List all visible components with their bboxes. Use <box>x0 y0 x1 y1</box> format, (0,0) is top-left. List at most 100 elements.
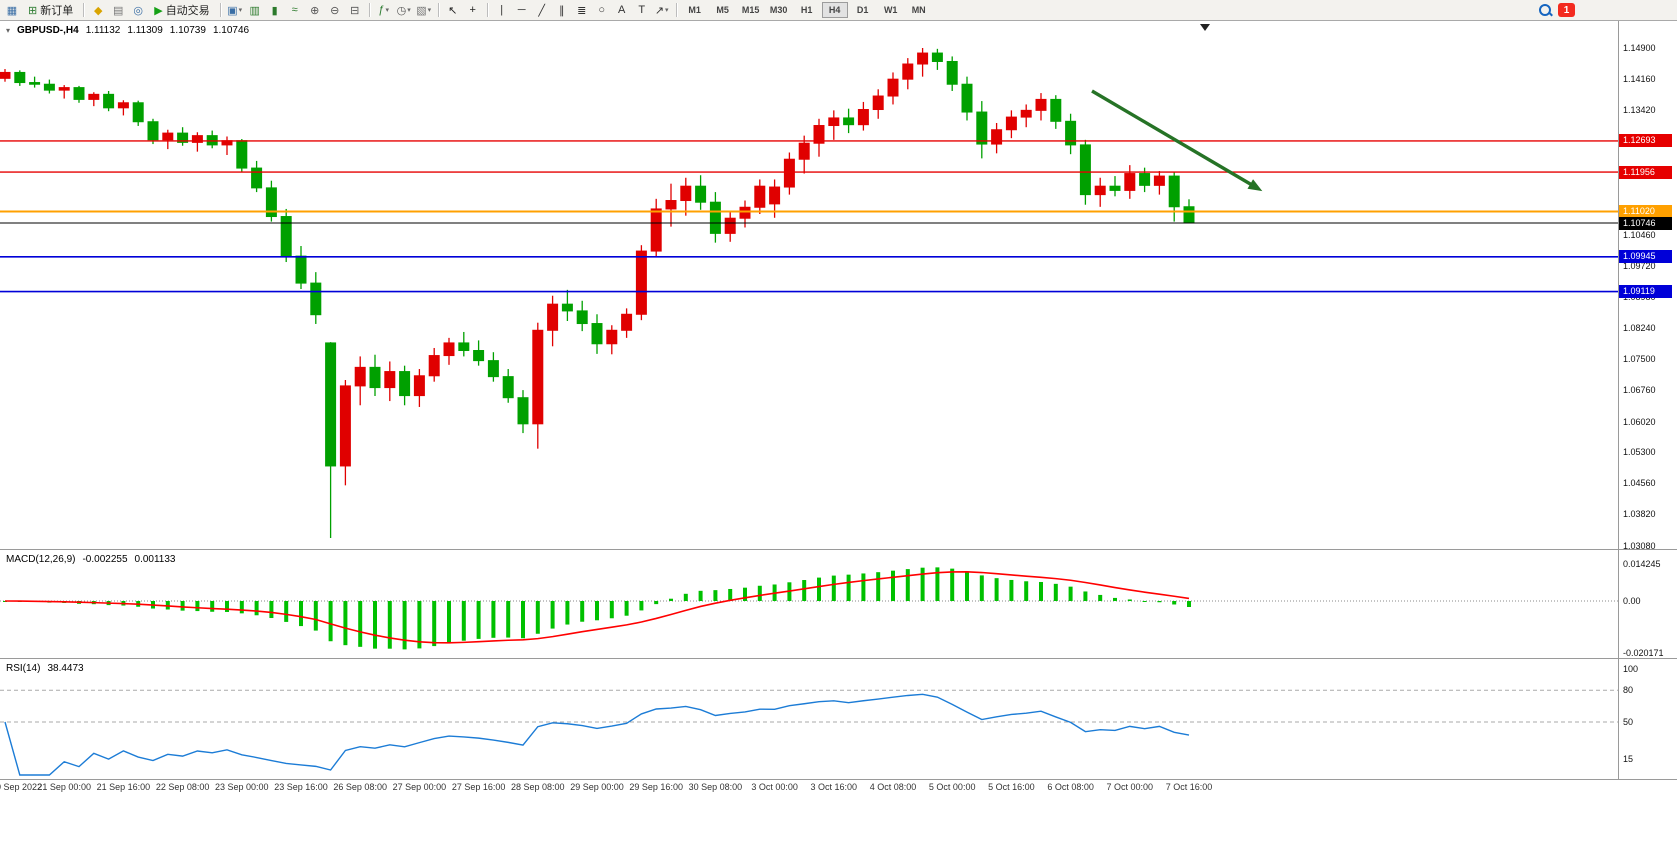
macd-histogram-bar <box>476 601 481 639</box>
panel-divider[interactable] <box>0 658 1677 659</box>
channel-icon[interactable]: ∥ <box>558 4 565 17</box>
candle <box>680 177 692 216</box>
price-tick: 1.06760 <box>1623 385 1656 396</box>
panel-divider[interactable] <box>0 779 1677 780</box>
horizontal-line-icon[interactable]: ─ <box>517 4 526 16</box>
vertical-line-icon[interactable]: | <box>500 4 504 16</box>
macd-histogram-bar <box>521 601 525 639</box>
shapes-icon[interactable]: ○ <box>598 4 606 16</box>
candle <box>413 369 425 407</box>
timeframe-button-h4[interactable]: H4 <box>821 2 848 18</box>
candle <box>191 132 203 152</box>
macd-histogram-bar <box>373 601 377 649</box>
templates-icon[interactable]: ▧ ▾ <box>416 4 432 17</box>
cursor-icon[interactable]: ↖ <box>448 4 458 17</box>
candle <box>251 160 263 193</box>
candle <box>813 118 825 157</box>
macd-panel[interactable]: 0.014245 0.00 -0.020171 MACD(12,26,9) -0.0… <box>0 550 1677 658</box>
timeframe-button-d1[interactable]: D1 <box>856 5 869 15</box>
candle <box>709 192 721 243</box>
macd-histogram-bar <box>846 574 851 601</box>
rsi-panel[interactable]: 100 80 50 15 RSI(14) 38.4473 <box>0 659 1677 779</box>
search-icon[interactable] <box>1538 3 1552 17</box>
panel-divider[interactable] <box>0 549 1677 550</box>
toolbar-separator <box>675 3 677 17</box>
market-watch-icon[interactable]: ▤ <box>113 4 124 17</box>
rsi-chart[interactable] <box>0 659 1618 779</box>
zoom-in-icon[interactable]: ⊕ <box>310 4 320 17</box>
price-tick: 1.08240 <box>1623 323 1656 334</box>
timeframe-button-h1[interactable]: H1 <box>800 5 813 15</box>
fibonacci-icon[interactable]: ≣ <box>577 4 587 17</box>
new-chart-icon[interactable]: ▣ ▾ <box>227 4 243 17</box>
macd-histogram-bar <box>698 590 703 601</box>
crosshair-icon[interactable]: + <box>469 4 476 16</box>
timeframe-button-m5[interactable]: M5 <box>716 5 729 15</box>
candle <box>399 365 411 406</box>
quote-low: 1.10739 <box>169 25 206 36</box>
macd-histogram-bar <box>1083 591 1088 601</box>
toolbar-separator <box>486 3 488 17</box>
candle <box>103 90 115 112</box>
macd-title: MACD(12,26,9) -0.002255 0.001133 <box>6 554 175 565</box>
macd-histogram-bar <box>387 601 392 649</box>
tile-windows-icon[interactable]: ⊟ <box>350 4 360 17</box>
candle <box>917 48 929 77</box>
profiles-icon[interactable]: ◆ <box>93 4 103 17</box>
new-order-button-label: 新订单 <box>40 5 74 17</box>
navigator-icon[interactable]: ◎ <box>133 4 144 17</box>
macd-histogram-bar <box>891 570 895 601</box>
macd-chart[interactable] <box>0 550 1618 658</box>
label-icon[interactable]: T <box>638 4 646 16</box>
macd-histogram-bar <box>358 601 363 647</box>
candle <box>1153 171 1165 195</box>
line-chart-icon[interactable]: ≈ <box>291 4 298 16</box>
trendline-icon[interactable]: ╱ <box>538 4 545 17</box>
macd-histogram-bar <box>491 601 496 638</box>
price-tick: 1.06020 <box>1623 416 1656 427</box>
bar-chart-icon[interactable]: ▥ <box>249 4 260 17</box>
candle <box>236 139 248 173</box>
rsi-label: RSI(14) <box>6 663 41 674</box>
price-tick: 1.07500 <box>1623 354 1656 365</box>
timeframe-button-mn[interactable]: MN <box>911 5 926 15</box>
candle <box>650 198 662 257</box>
downtrend-arrow[interactable] <box>1091 89 1253 187</box>
new-order-button[interactable]: ⊞ 新订单 <box>23 2 78 19</box>
macd-histogram-bar <box>254 601 259 616</box>
macd-histogram-bar <box>713 590 718 601</box>
notification-badge[interactable]: 1 <box>1558 3 1575 17</box>
chart-shift-marker[interactable] <box>1200 24 1210 31</box>
macd-histogram-bar <box>1024 581 1029 601</box>
time-label: 23 Sep 16:00 <box>274 782 328 792</box>
macd-histogram-bar <box>965 571 969 601</box>
macd-histogram-bar <box>417 601 422 649</box>
timeframe-button-w1[interactable]: W1 <box>883 5 898 15</box>
candle <box>1065 113 1077 155</box>
price-chart[interactable] <box>0 21 1618 549</box>
timeframe-button-m30[interactable]: M30 <box>769 5 788 15</box>
time-label: 5 Oct 16:00 <box>988 782 1035 792</box>
text-icon[interactable]: A <box>618 4 626 16</box>
candlestick-chart-icon[interactable]: ▮ <box>271 4 278 17</box>
price-chart-panel[interactable]: 1.149001.141601.134201.104601.097201.089… <box>0 21 1677 549</box>
indicators-icon[interactable]: ƒ ▾ <box>378 4 389 16</box>
timeframe-button-m15[interactable]: M15 <box>741 5 760 15</box>
zoom-out-icon[interactable]: ⊖ <box>330 4 340 17</box>
candle <box>177 127 189 146</box>
macd-histogram-bar <box>950 568 955 601</box>
chart-window-icon[interactable]: ▦ <box>6 4 18 17</box>
rsi-line <box>4 693 1190 776</box>
candle <box>547 295 559 347</box>
candle <box>754 179 766 214</box>
candle <box>443 337 455 365</box>
candle <box>872 89 884 119</box>
timeframe-button-m1[interactable]: M1 <box>688 5 701 15</box>
macd-histogram-bar <box>920 567 925 601</box>
arrows-icon[interactable]: ↗ ▾ <box>654 4 669 17</box>
candle <box>1020 104 1032 128</box>
candle <box>902 58 914 90</box>
periods-icon[interactable]: ◷ ▾ <box>396 4 411 17</box>
autotrade-button[interactable]: ▶ 自动交易 <box>149 2 214 19</box>
